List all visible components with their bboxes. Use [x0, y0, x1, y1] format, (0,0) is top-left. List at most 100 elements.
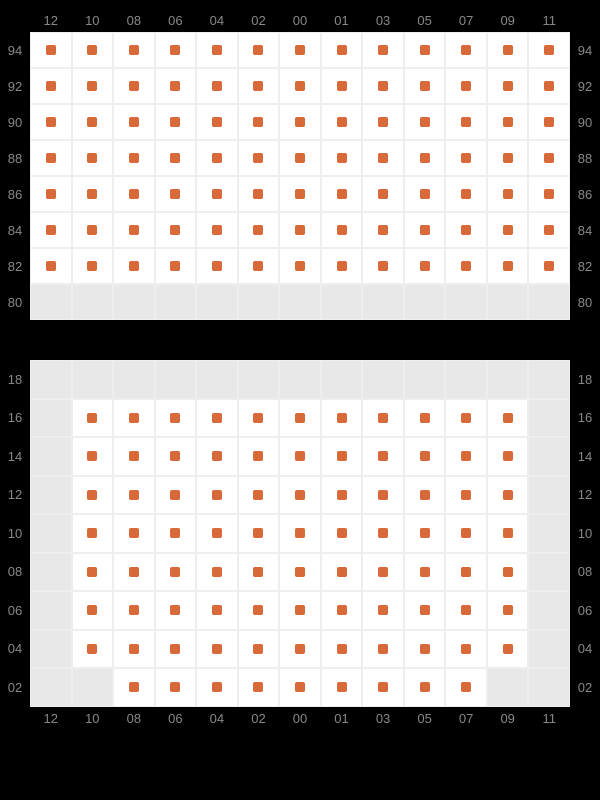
seat-available[interactable] [155, 437, 197, 476]
seat-available[interactable] [279, 104, 321, 140]
seat-available[interactable] [113, 668, 155, 707]
seat-available[interactable] [72, 591, 114, 630]
seat-available[interactable] [445, 476, 487, 515]
seat-available[interactable] [196, 399, 238, 438]
seat-available[interactable] [279, 399, 321, 438]
seat-available[interactable] [113, 591, 155, 630]
seat-available[interactable] [487, 104, 529, 140]
seat-available[interactable] [404, 104, 446, 140]
seat-available[interactable] [196, 140, 238, 176]
seat-available[interactable] [362, 212, 404, 248]
seat-available[interactable] [72, 32, 114, 68]
seat-available[interactable] [362, 476, 404, 515]
seat-available[interactable] [528, 176, 570, 212]
seat-available[interactable] [113, 32, 155, 68]
seat-available[interactable] [113, 176, 155, 212]
seat-available[interactable] [113, 68, 155, 104]
seat-available[interactable] [487, 176, 529, 212]
seat-available[interactable] [321, 591, 363, 630]
seat-available[interactable] [72, 514, 114, 553]
seat-available[interactable] [30, 212, 72, 248]
seat-available[interactable] [279, 630, 321, 669]
seat-available[interactable] [238, 437, 280, 476]
seat-available[interactable] [72, 553, 114, 592]
seat-available[interactable] [279, 176, 321, 212]
seat-available[interactable] [528, 248, 570, 284]
seat-available[interactable] [113, 399, 155, 438]
seat-available[interactable] [321, 553, 363, 592]
seat-available[interactable] [113, 104, 155, 140]
seat-available[interactable] [113, 248, 155, 284]
seat-available[interactable] [196, 104, 238, 140]
seat-available[interactable] [404, 248, 446, 284]
seat-available[interactable] [362, 668, 404, 707]
seat-available[interactable] [445, 176, 487, 212]
seat-available[interactable] [445, 437, 487, 476]
seat-available[interactable] [238, 32, 280, 68]
seat-available[interactable] [279, 248, 321, 284]
seat-available[interactable] [155, 212, 197, 248]
seat-available[interactable] [113, 514, 155, 553]
seat-available[interactable] [321, 32, 363, 68]
seat-available[interactable] [72, 176, 114, 212]
seat-available[interactable] [238, 140, 280, 176]
seat-available[interactable] [238, 104, 280, 140]
seat-available[interactable] [279, 68, 321, 104]
seat-available[interactable] [155, 68, 197, 104]
seat-available[interactable] [238, 248, 280, 284]
seat-available[interactable] [487, 248, 529, 284]
seat-available[interactable] [155, 248, 197, 284]
seat-available[interactable] [196, 176, 238, 212]
seat-available[interactable] [72, 248, 114, 284]
seat-available[interactable] [279, 476, 321, 515]
seat-available[interactable] [362, 68, 404, 104]
seat-available[interactable] [404, 476, 446, 515]
seat-available[interactable] [321, 68, 363, 104]
seat-available[interactable] [113, 553, 155, 592]
seat-available[interactable] [404, 514, 446, 553]
seat-available[interactable] [155, 399, 197, 438]
seat-available[interactable] [72, 437, 114, 476]
seat-available[interactable] [155, 476, 197, 515]
seat-available[interactable] [155, 104, 197, 140]
seat-available[interactable] [445, 248, 487, 284]
seat-available[interactable] [238, 553, 280, 592]
seat-available[interactable] [404, 630, 446, 669]
seat-available[interactable] [155, 176, 197, 212]
seat-available[interactable] [113, 437, 155, 476]
seat-available[interactable] [404, 591, 446, 630]
seat-available[interactable] [362, 104, 404, 140]
seat-available[interactable] [487, 212, 529, 248]
seat-available[interactable] [445, 591, 487, 630]
seat-available[interactable] [155, 630, 197, 669]
seat-available[interactable] [362, 399, 404, 438]
seat-available[interactable] [238, 591, 280, 630]
seat-available[interactable] [487, 476, 529, 515]
seat-available[interactable] [196, 630, 238, 669]
seat-available[interactable] [196, 32, 238, 68]
seat-available[interactable] [238, 668, 280, 707]
seat-available[interactable] [445, 514, 487, 553]
seat-available[interactable] [238, 476, 280, 515]
seat-available[interactable] [196, 591, 238, 630]
seat-available[interactable] [445, 630, 487, 669]
seat-available[interactable] [196, 437, 238, 476]
seat-available[interactable] [72, 630, 114, 669]
seat-available[interactable] [113, 212, 155, 248]
seat-available[interactable] [155, 553, 197, 592]
seat-available[interactable] [321, 176, 363, 212]
seat-available[interactable] [196, 514, 238, 553]
seat-available[interactable] [528, 140, 570, 176]
seat-available[interactable] [487, 630, 529, 669]
seat-available[interactable] [445, 32, 487, 68]
seat-available[interactable] [113, 630, 155, 669]
seat-available[interactable] [279, 514, 321, 553]
seat-available[interactable] [445, 399, 487, 438]
seat-available[interactable] [321, 104, 363, 140]
seat-available[interactable] [445, 553, 487, 592]
seat-available[interactable] [321, 668, 363, 707]
seat-available[interactable] [487, 437, 529, 476]
seat-available[interactable] [362, 32, 404, 68]
seat-available[interactable] [238, 176, 280, 212]
seat-available[interactable] [155, 140, 197, 176]
